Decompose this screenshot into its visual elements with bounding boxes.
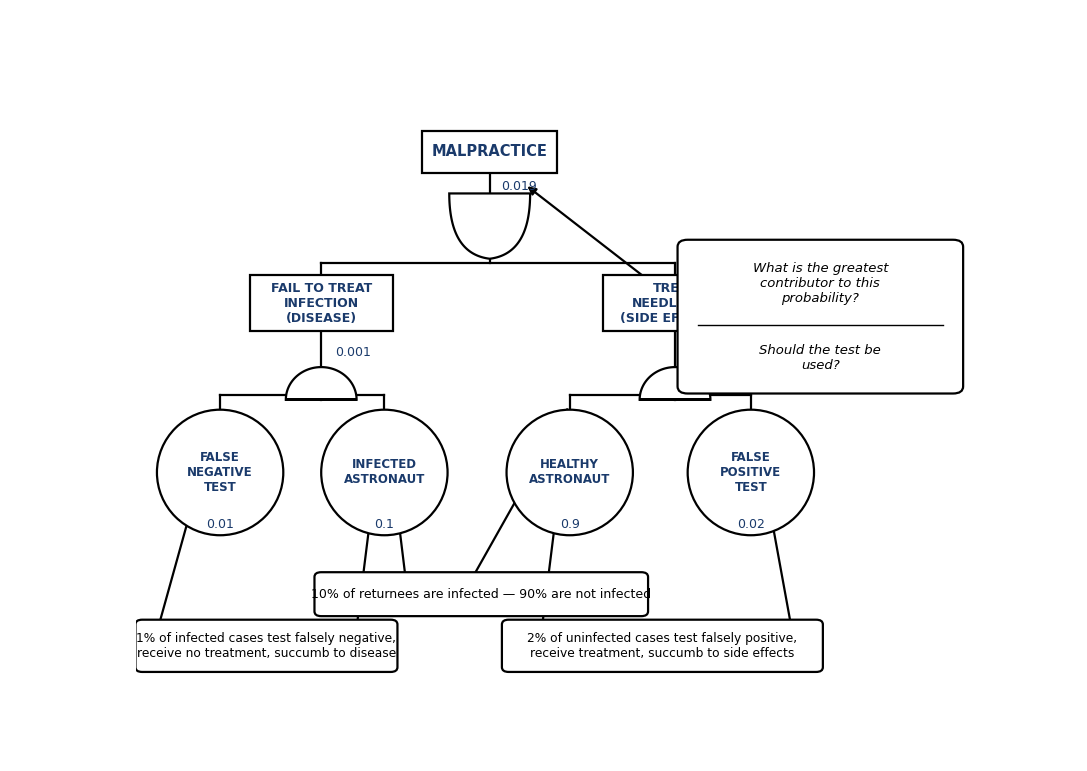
FancyBboxPatch shape bbox=[502, 620, 823, 672]
Text: FAIL TO TREAT
INFECTION
(DISEASE): FAIL TO TREAT INFECTION (DISEASE) bbox=[271, 281, 372, 325]
Text: FALSE
POSITIVE
TEST: FALSE POSITIVE TEST bbox=[721, 451, 782, 494]
Text: 0.019: 0.019 bbox=[501, 180, 537, 193]
Polygon shape bbox=[286, 367, 357, 399]
FancyBboxPatch shape bbox=[136, 620, 398, 672]
Text: 0.9: 0.9 bbox=[560, 518, 579, 531]
FancyBboxPatch shape bbox=[677, 240, 963, 393]
Text: 0.02: 0.02 bbox=[737, 518, 765, 531]
Text: Should the test be
used?: Should the test be used? bbox=[760, 345, 882, 372]
Text: HEALTHY
ASTRONAUT: HEALTHY ASTRONAUT bbox=[529, 459, 611, 487]
Polygon shape bbox=[449, 194, 530, 259]
Text: FALSE
NEGATIVE
TEST: FALSE NEGATIVE TEST bbox=[187, 451, 253, 494]
Text: 2% of uninfected cases test falsely positive,
receive treatment, succumb to side: 2% of uninfected cases test falsely posi… bbox=[527, 631, 798, 660]
Text: 10% of returnees are infected — 90% are not infected: 10% of returnees are infected — 90% are … bbox=[311, 588, 651, 601]
Text: 0.01: 0.01 bbox=[207, 518, 234, 531]
Text: INFECTED
ASTRONAUT: INFECTED ASTRONAUT bbox=[343, 459, 425, 487]
FancyBboxPatch shape bbox=[422, 131, 558, 173]
FancyBboxPatch shape bbox=[314, 572, 648, 616]
FancyBboxPatch shape bbox=[250, 275, 392, 332]
Ellipse shape bbox=[507, 409, 633, 535]
Text: 1% of infected cases test falsely negative,
receive no treatment, succumb to dis: 1% of infected cases test falsely negati… bbox=[137, 631, 397, 660]
Ellipse shape bbox=[322, 409, 448, 535]
Text: 0.001: 0.001 bbox=[335, 346, 371, 359]
Ellipse shape bbox=[157, 409, 284, 535]
Text: TREAT
NEEDLESSLY
(SIDE EFFECTS): TREAT NEEDLESSLY (SIDE EFFECTS) bbox=[621, 281, 729, 325]
FancyBboxPatch shape bbox=[603, 275, 747, 332]
Ellipse shape bbox=[688, 409, 814, 535]
Text: 0.1: 0.1 bbox=[374, 518, 395, 531]
Text: 0.018: 0.018 bbox=[689, 346, 725, 359]
Text: MALPRACTICE: MALPRACTICE bbox=[432, 144, 548, 160]
Polygon shape bbox=[639, 367, 711, 399]
Text: What is the greatest
contributor to this
probability?: What is the greatest contributor to this… bbox=[752, 261, 888, 305]
